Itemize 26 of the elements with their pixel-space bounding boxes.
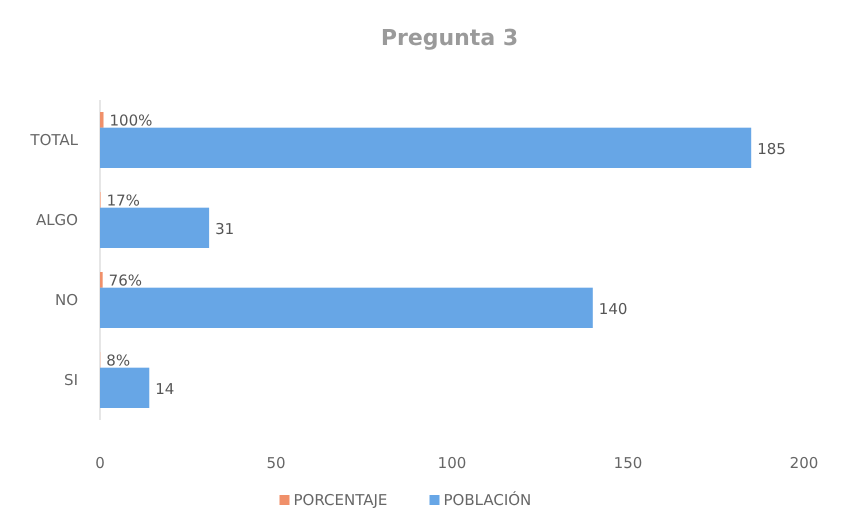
data-label: 140: [598, 300, 628, 318]
legend-label: PORCENTAJE: [294, 491, 388, 509]
data-label: 76%: [108, 272, 142, 290]
bar: [100, 272, 103, 288]
y-tick-label: NO: [54, 291, 78, 309]
data-label: 17%: [106, 192, 140, 210]
bar: [100, 208, 210, 248]
data-label: 31: [215, 220, 234, 238]
x-tick-label: 0: [95, 454, 105, 472]
x-tick-label: 50: [266, 454, 286, 472]
data-label: 185: [757, 140, 786, 158]
x-tick-label: 200: [790, 454, 818, 472]
bar: [100, 368, 150, 408]
data-label: 100%: [110, 112, 152, 130]
bar: [100, 128, 752, 168]
data-label: 14: [155, 380, 174, 398]
chart-title: Pregunta 3: [380, 26, 518, 51]
data-label: 8%: [106, 352, 130, 370]
bar: [100, 112, 104, 128]
y-tick-label: SI: [64, 371, 78, 389]
y-tick-label: TOTAL: [29, 131, 79, 149]
y-tick-label: ALGO: [36, 211, 78, 229]
bar: [100, 288, 593, 328]
legend-label: POBLACIÓN: [444, 491, 532, 509]
x-tick-label: 100: [438, 454, 466, 472]
x-tick-label: 150: [614, 454, 642, 472]
